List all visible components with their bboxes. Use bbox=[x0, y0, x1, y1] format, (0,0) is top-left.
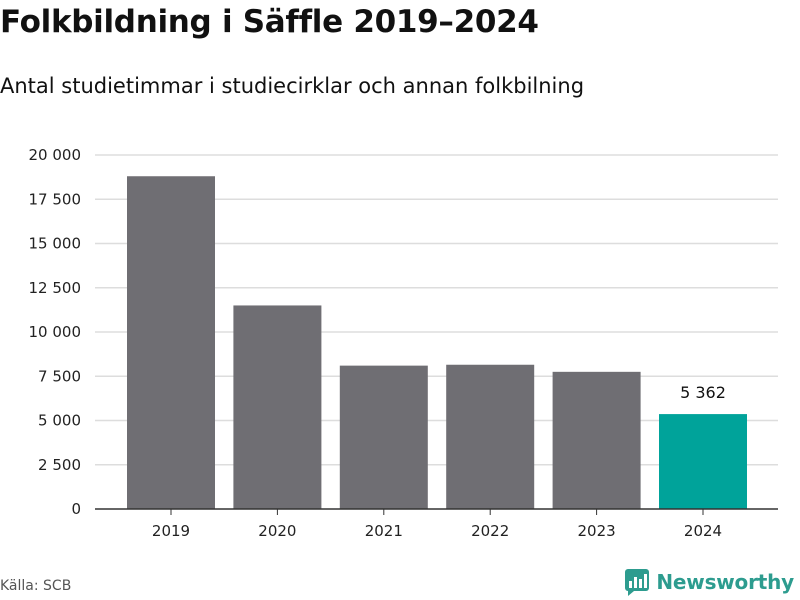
brand-name: Newsworthy bbox=[656, 570, 794, 594]
brand-logo[interactable]: Newsworthy bbox=[624, 568, 794, 596]
bar-2020 bbox=[233, 305, 322, 509]
y-tick-label: 12 500 bbox=[29, 279, 82, 297]
bar-2022 bbox=[446, 364, 535, 509]
x-tick-label: 2021 bbox=[365, 522, 403, 540]
x-tick-label: 2022 bbox=[471, 522, 509, 540]
bar-2019 bbox=[127, 176, 215, 510]
y-tick-label: 15 000 bbox=[29, 235, 82, 253]
bar-2021 bbox=[339, 365, 428, 509]
chart-title: Folkbildning i Säffle 2019–2024 bbox=[0, 4, 539, 40]
chart-subtitle: Antal studietimmar i studiecirklar och a… bbox=[0, 74, 585, 98]
x-tick-label: 2020 bbox=[258, 522, 296, 540]
x-tick-label: 2019 bbox=[152, 522, 190, 540]
x-axis bbox=[95, 508, 778, 515]
data-labels: 5 362 bbox=[680, 383, 726, 402]
y-axis-tick-labels: 0 2 500 5 000 7 500 10 000 12 500 15 000 17 500… bbox=[29, 146, 82, 518]
data-label: 5 362 bbox=[680, 383, 726, 402]
y-tick-label: 0 bbox=[71, 500, 81, 518]
newsworthy-logo-icon bbox=[625, 569, 650, 596]
x-tick-label: 2023 bbox=[578, 522, 616, 540]
y-tick-label: 7 500 bbox=[38, 367, 81, 385]
y-tick-label: 10 000 bbox=[29, 323, 82, 341]
bars bbox=[127, 176, 747, 510]
y-tick-label: 5 000 bbox=[38, 412, 81, 430]
x-tick-label: 2024 bbox=[684, 522, 722, 540]
y-tick-label: 17 500 bbox=[29, 190, 82, 208]
bar-chart: 0 2 500 5 000 7 500 10 000 12 500 15 000 17 500… bbox=[29, 146, 778, 540]
x-axis-tick-labels: 2019 2020 2021 2022 2023 2024 bbox=[152, 522, 722, 540]
bar-2024 bbox=[659, 414, 747, 509]
y-tick-label: 2 500 bbox=[38, 456, 81, 474]
source-note: Källa: SCB bbox=[0, 578, 72, 594]
bar-2023 bbox=[552, 371, 641, 509]
y-tick-label: 20 000 bbox=[29, 146, 82, 164]
